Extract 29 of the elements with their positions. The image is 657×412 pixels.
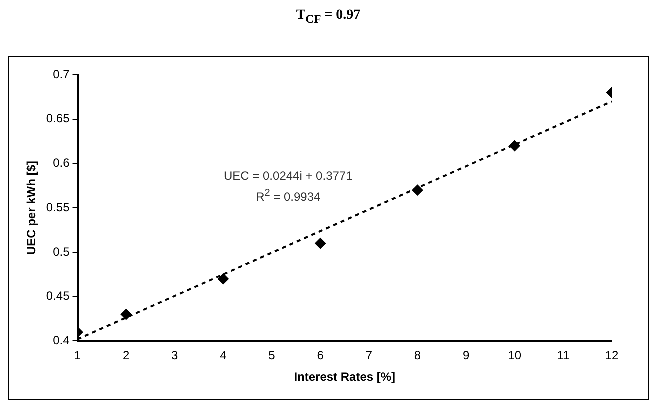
x-tick-label: 1 <box>74 348 82 363</box>
y-tick-label: 0.65 <box>46 112 70 126</box>
point <box>509 140 520 152</box>
x-tick-label: 9 <box>462 348 470 363</box>
annotation: UEC = 0.0244i + 0.3771 <box>224 168 353 185</box>
annotation: R$^{2}$ = 0.9934 <box>255 187 322 206</box>
point <box>120 309 132 320</box>
y-tick-label: 0.4 <box>53 334 70 348</box>
y-tick-label: 0.6 <box>53 156 70 170</box>
point <box>218 274 229 285</box>
x-tick-label: 3 <box>172 348 179 363</box>
point <box>412 184 424 196</box>
point <box>315 238 326 250</box>
y-axis-title: UEC per kWh [$] <box>24 161 39 256</box>
y-tick-label: 0.55 <box>46 200 70 214</box>
x-tick-label: 5 <box>268 348 276 363</box>
y-tick-label: 0.5 <box>53 244 70 259</box>
x-tick-label: 12 <box>605 348 619 363</box>
chart-title: T$_{CF}$ = 0.97 <box>295 8 362 28</box>
x-tick-label: 4 <box>220 348 228 363</box>
y-tick-label: 0.45 <box>46 289 70 304</box>
x-tick-label: 10 <box>508 348 522 363</box>
y-tick-label: 0.7 <box>53 67 70 82</box>
x-tick-label: 2 <box>122 348 130 363</box>
x-tick-label: 8 <box>414 348 422 363</box>
x-axis-title: Interest Rates [%] <box>294 370 396 384</box>
x-tick-label: 11 <box>557 348 570 363</box>
x-tick-label: 7 <box>366 348 373 363</box>
x-tick-label: 6 <box>317 348 324 363</box>
